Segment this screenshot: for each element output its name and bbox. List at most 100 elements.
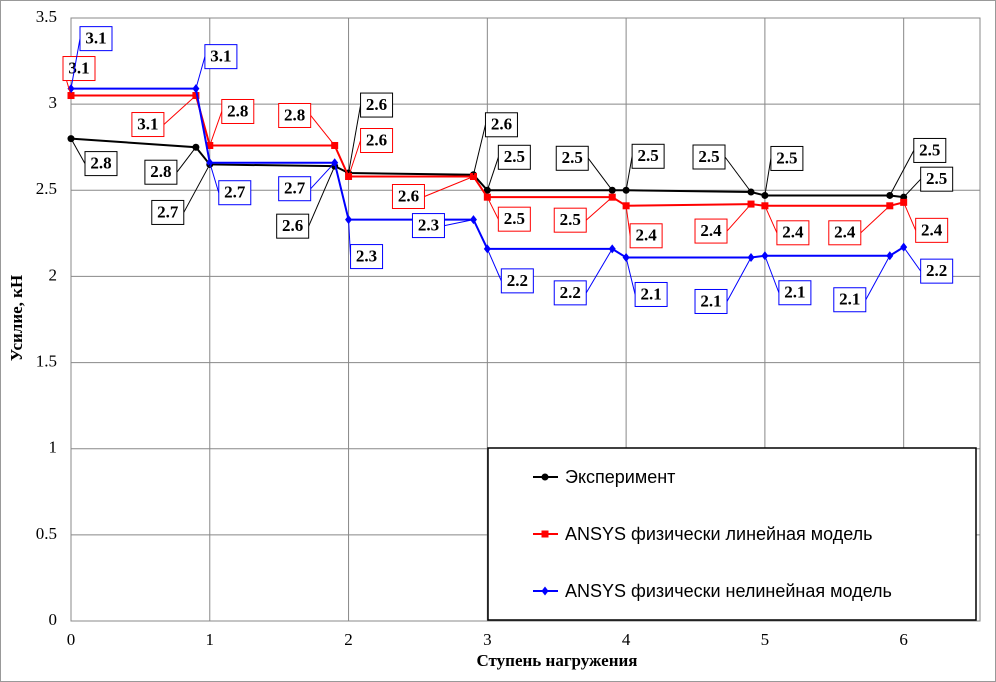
leader-line [625, 205, 631, 236]
leader-line [903, 246, 922, 272]
leader-line [195, 56, 206, 89]
label-box [833, 287, 867, 313]
label-box [144, 159, 178, 185]
data-label: 2.4 [635, 226, 657, 245]
data-label: 3.1 [137, 114, 158, 133]
data-label: 2.5 [504, 209, 525, 228]
leader-line [764, 158, 772, 196]
x-tick-label: 6 [899, 630, 908, 649]
data-label: 3.1 [210, 47, 231, 66]
leader-line [587, 157, 613, 191]
data-label: 2.6 [366, 130, 387, 149]
data-label: 2.7 [284, 179, 306, 198]
leader-line [310, 162, 336, 190]
data-label: 2.1 [700, 291, 721, 310]
leader-line [310, 115, 336, 146]
data-label: 2.3 [418, 215, 439, 234]
label-box [694, 218, 728, 244]
y-axis-title: Усилие, кН [7, 275, 26, 361]
label-box [218, 180, 252, 206]
legend-marker [541, 530, 549, 538]
label-box [631, 143, 665, 169]
label-box [553, 207, 587, 233]
leader-line [764, 205, 778, 233]
leader-line [724, 156, 752, 193]
data-label: 2.5 [926, 169, 947, 188]
leader-line [865, 255, 891, 300]
x-tick-label: 1 [206, 630, 215, 649]
label-box [62, 56, 96, 82]
data-label: 2.5 [698, 147, 719, 166]
x-tick-label: 5 [761, 630, 770, 649]
y-tick-label: 2 [49, 265, 58, 284]
label-box [500, 268, 534, 294]
leader-line [486, 248, 502, 282]
data-label: 2.3 [356, 246, 377, 265]
label-box [913, 137, 947, 163]
x-tick-label: 0 [67, 630, 76, 649]
label-box [79, 26, 113, 52]
legend-box [487, 447, 977, 621]
data-label: 2.4 [921, 220, 943, 239]
label-box [278, 176, 312, 202]
label-box [553, 280, 587, 306]
leader-line [860, 205, 891, 234]
data-label: 2.1 [784, 283, 805, 302]
x-tick-label: 2 [344, 630, 353, 649]
leader-line [726, 257, 752, 302]
data-label: 2.8 [90, 154, 111, 173]
data-label: 2.1 [640, 284, 661, 303]
leader-line [625, 156, 633, 191]
label-box [770, 145, 804, 171]
leader-line [209, 162, 220, 193]
leader-line [163, 95, 197, 125]
label-box [915, 217, 949, 243]
label-box [776, 220, 810, 246]
leader-line [486, 157, 499, 191]
data-label: 2.8 [150, 162, 171, 181]
leader-line [903, 202, 917, 231]
leader-line [585, 248, 613, 294]
data-label: 2.2 [926, 261, 947, 280]
data-label: 2.5 [562, 148, 583, 167]
data-label: 3.1 [85, 29, 106, 48]
label-box [497, 144, 531, 170]
data-label: 2.5 [504, 147, 525, 166]
x-axis-title: Ступень нагружения [476, 651, 637, 670]
label-box [391, 184, 425, 210]
data-label: 2.7 [157, 202, 179, 221]
leader-line [70, 38, 81, 89]
data-label: 2.5 [776, 148, 797, 167]
data-label: 2.6 [491, 115, 512, 134]
label-box [221, 98, 255, 124]
data-label: 2.5 [637, 146, 658, 165]
leader-line [183, 164, 211, 213]
data-label: 2.4 [700, 221, 722, 240]
label-box [131, 112, 165, 138]
data-label: 2.4 [782, 223, 804, 242]
legend-marker [541, 586, 549, 596]
legend-label: Эксперимент [565, 467, 675, 487]
leader-line [176, 146, 197, 173]
label-box [276, 213, 310, 239]
y-tick-label: 1.5 [36, 351, 57, 370]
y-tick-label: 0 [49, 610, 58, 629]
leader-line [209, 111, 223, 146]
leader-line [726, 203, 752, 232]
y-tick-label: 3.5 [36, 7, 57, 26]
leader-line [585, 196, 613, 221]
x-tick-label: 3 [483, 630, 492, 649]
legend-marker [541, 473, 549, 481]
label-box [555, 145, 589, 171]
data-label: 2.2 [507, 271, 528, 290]
data-label: 2.7 [224, 183, 246, 202]
x-tick-label: 4 [622, 630, 631, 649]
plot-area [70, 17, 981, 622]
label-box [360, 92, 394, 118]
leader-line [903, 178, 922, 198]
leader-line [424, 176, 474, 197]
label-box [778, 280, 812, 306]
label-box [84, 151, 118, 177]
label-box [629, 223, 663, 249]
